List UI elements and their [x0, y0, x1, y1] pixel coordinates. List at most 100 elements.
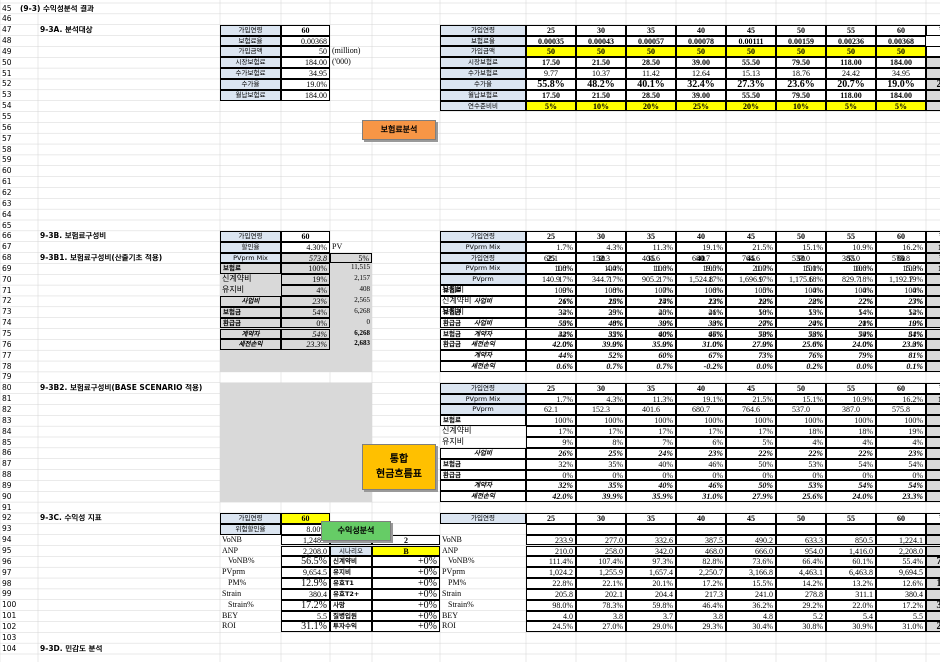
cell[interactable]: 사업비	[220, 295, 281, 307]
cell[interactable]: 152.3	[576, 404, 626, 416]
cell[interactable]: 18%	[776, 426, 826, 437]
cell[interactable]	[926, 523, 940, 535]
cell[interactable]: 34.95	[281, 68, 330, 79]
cell[interactable]: 가입연령	[440, 230, 526, 242]
cell[interactable]: 0.00078	[676, 35, 726, 47]
cell[interactable]: 48%	[576, 317, 626, 329]
cell[interactable]: 4.30%	[281, 241, 330, 253]
cell[interactable]	[440, 524, 526, 535]
cell[interactable]: 유효T2+	[330, 588, 372, 600]
cell[interactable]: 67%	[676, 328, 726, 340]
cell[interactable]: 100%	[676, 415, 726, 427]
cell[interactable]: 계약자	[220, 328, 281, 340]
cell[interactable]: 할인율	[220, 241, 281, 253]
cell[interactable]: 387.5	[676, 534, 726, 546]
cell[interactable]: +0%	[372, 578, 440, 589]
cell[interactable]: 25	[526, 24, 576, 36]
cell[interactable]: 환급금	[440, 339, 526, 351]
cell[interactable]: 1.7%	[526, 393, 576, 405]
cell[interactable]: 29.3%	[676, 621, 726, 633]
cell[interactable]: 시장보험료	[220, 57, 281, 69]
cell[interactable]: 100%	[926, 415, 940, 427]
cell[interactable]: 50	[626, 46, 676, 58]
cell[interactable]: 40.1%	[626, 78, 676, 90]
cell[interactable]: 53%	[776, 480, 826, 492]
cell[interactable]: 25%	[626, 306, 676, 318]
cell[interactable]: 28.50	[626, 57, 676, 69]
cell[interactable]: 15.3%	[876, 263, 926, 275]
cell[interactable]: 12%	[876, 306, 926, 318]
cell[interactable]: 32%	[526, 458, 576, 470]
cell[interactable]	[676, 523, 726, 535]
cell[interactable]: 380.4	[281, 588, 330, 600]
cell[interactable]	[526, 523, 576, 535]
cell[interactable]: 45	[726, 230, 776, 242]
cell[interactable]: 15.8%	[926, 578, 940, 589]
cell[interactable]: 40%	[626, 458, 676, 470]
cell[interactable]: 50	[776, 46, 826, 58]
cell[interactable]: 19%	[876, 426, 926, 437]
cell[interactable]: 4.8	[726, 610, 776, 622]
cell[interactable]: 0%	[626, 339, 676, 351]
cell[interactable]: 35	[626, 24, 676, 36]
cell[interactable]: 수가보험료	[220, 68, 281, 79]
cell[interactable]: 5%	[526, 100, 576, 112]
cell[interactable]	[576, 523, 626, 535]
cell[interactable]: 905.2	[626, 274, 676, 286]
cell[interactable]: 537.0	[776, 404, 826, 416]
cell[interactable]: 4%	[876, 437, 926, 448]
cell[interactable]: 217.3	[676, 588, 726, 600]
cell[interactable]: 29%	[576, 306, 626, 318]
cell[interactable]: 35%	[576, 480, 626, 492]
cell[interactable]: 합계	[926, 512, 940, 524]
cell[interactable]: 54%	[281, 306, 330, 318]
cell[interactable]: 2,208.0	[281, 545, 330, 557]
cell[interactable]: 22%	[826, 447, 876, 459]
cell[interactable]: 30	[576, 24, 626, 36]
cell[interactable]: 21%	[826, 317, 876, 329]
cell[interactable]: 204.4	[626, 588, 676, 600]
cell[interactable]: 55	[826, 512, 876, 524]
cell[interactable]: 31.0%	[676, 491, 726, 503]
cell[interactable]: 23.6%	[776, 78, 826, 90]
cell[interactable]: 보험료	[440, 285, 526, 296]
cell[interactable]: PVprm Mix	[440, 393, 526, 405]
cell[interactable]: 53%	[776, 458, 826, 470]
cell[interactable]: 0.0%	[726, 361, 776, 372]
cell[interactable]: 23.3%	[281, 339, 330, 351]
cell[interactable]: 19.0%	[281, 78, 330, 90]
cell[interactable]: 22.8%	[526, 578, 576, 589]
cell[interactable]: 수가율	[440, 78, 526, 90]
cell[interactable]: +0%	[372, 610, 440, 622]
cell[interactable]: 73%	[726, 328, 776, 340]
cell[interactable]: 0.00236	[826, 35, 876, 47]
cell[interactable]: 5%	[926, 437, 940, 448]
cell[interactable]: BEY	[222, 610, 238, 620]
cell[interactable]: 1,024.2	[526, 567, 576, 579]
cell[interactable]: 0%	[626, 469, 676, 481]
cell[interactable]: 유지비	[442, 306, 465, 316]
cell[interactable]: 60	[876, 24, 926, 36]
cell[interactable]: 37.4%	[926, 599, 940, 611]
cell[interactable]: 32.4%	[676, 78, 726, 90]
cell[interactable]: 50	[726, 46, 776, 58]
cell[interactable]: 680.7	[676, 404, 726, 416]
cell[interactable]: 0%	[926, 469, 940, 481]
cell[interactable]: 100.0%	[926, 241, 940, 253]
cell[interactable]: 29.0%	[626, 621, 676, 633]
cell[interactable]: 21.50	[576, 57, 626, 69]
cell[interactable]: 490.2	[726, 534, 776, 546]
cell[interactable]: 19.0%	[876, 78, 926, 90]
cell[interactable]: 2,157	[354, 274, 370, 283]
cell[interactable]: 60%	[626, 350, 676, 362]
cell[interactable]: 54%	[876, 480, 926, 492]
cell[interactable]: 수가율	[220, 78, 281, 90]
cell[interactable]: PVprm Mix	[440, 263, 526, 275]
cell[interactable]: 50	[776, 252, 826, 264]
cell[interactable]: 55%	[526, 317, 576, 329]
cell[interactable]: 62.1	[526, 404, 576, 416]
cell[interactable]: 184.00	[281, 57, 330, 69]
cell[interactable]: 1.7%	[526, 241, 576, 253]
cell[interactable]: 5%	[726, 437, 776, 448]
cell[interactable]: 1,416.0	[826, 545, 876, 557]
